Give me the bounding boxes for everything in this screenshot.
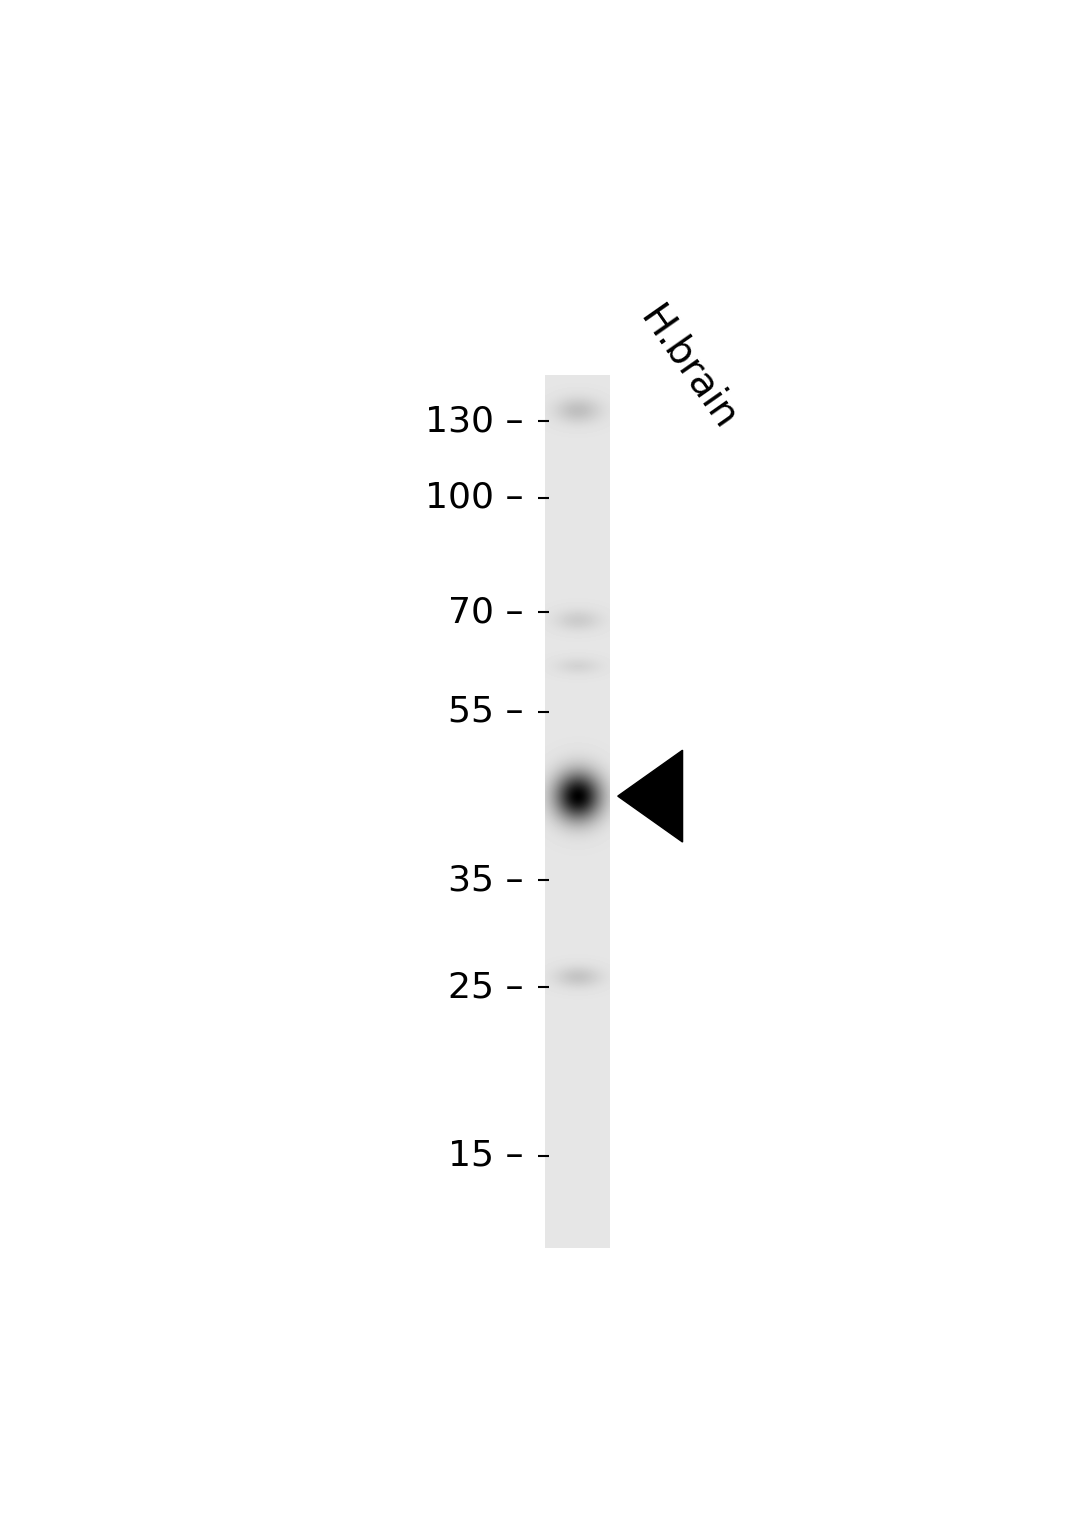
Text: 35 –: 35 – [448, 863, 524, 897]
Text: 70 –: 70 – [448, 596, 524, 629]
Text: 25 –: 25 – [448, 971, 524, 1004]
Text: 55 –: 55 – [448, 695, 524, 729]
Text: 100 –: 100 – [426, 481, 524, 514]
Text: 15 –: 15 – [448, 1139, 524, 1173]
Polygon shape [618, 750, 683, 842]
Text: 130 –: 130 – [426, 404, 524, 438]
Text: H.brain: H.brain [632, 300, 744, 436]
